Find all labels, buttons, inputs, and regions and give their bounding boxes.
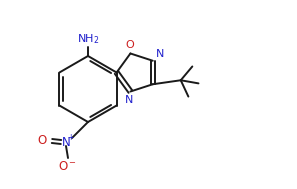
Text: NH$_2$: NH$_2$ [77, 32, 99, 46]
Text: N: N [156, 49, 164, 59]
Text: O: O [125, 40, 134, 50]
Text: +: + [67, 133, 74, 143]
Text: N: N [125, 94, 134, 105]
Text: N: N [61, 136, 70, 149]
Text: O: O [38, 135, 47, 147]
Text: O$^-$: O$^-$ [59, 160, 78, 173]
